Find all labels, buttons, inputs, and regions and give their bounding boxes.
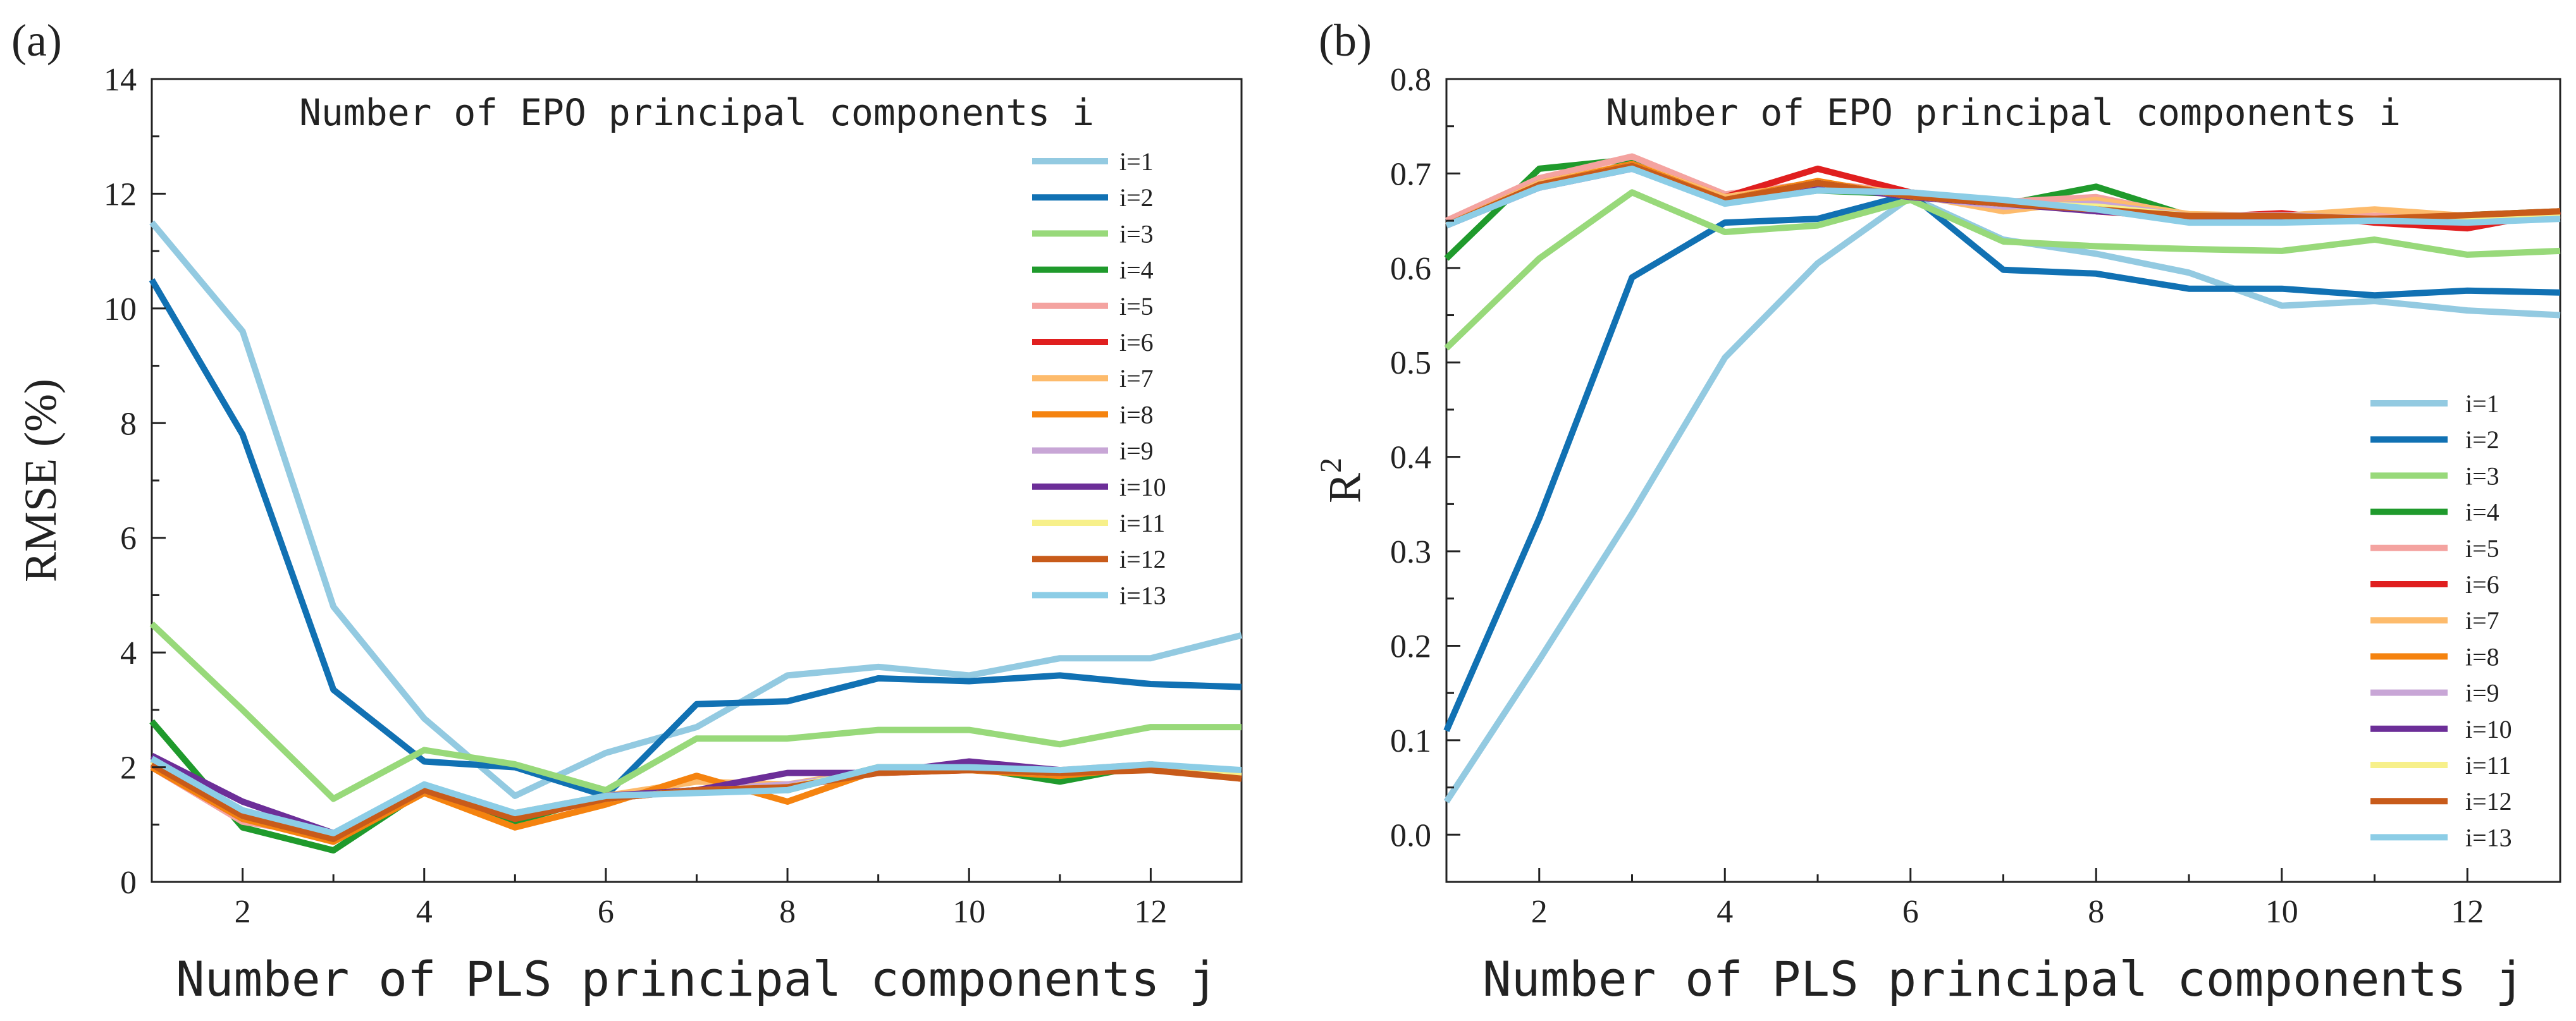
y-tick-label: 0.3 — [1390, 534, 1431, 570]
x-tick-label: 6 — [1902, 894, 1919, 930]
y-axis-label-superscript: 2 — [1314, 458, 1348, 473]
legend-label: i=11 — [2465, 751, 2511, 780]
y-tick-label: 10 — [104, 291, 137, 327]
y-tick-label: 0.1 — [1390, 723, 1431, 759]
x-axis-label: Number of PLS principal components j — [1482, 951, 2524, 1007]
panel-label: (a) — [11, 15, 62, 66]
x-tick-label: 12 — [1134, 894, 1167, 930]
chart-title: Number of EPO principal components i — [299, 91, 1094, 134]
y-tick-label: 12 — [104, 176, 137, 212]
y-tick-label: 6 — [120, 521, 137, 557]
series-group — [1443, 153, 2561, 804]
chart-title: Number of EPO principal components i — [1606, 91, 2401, 134]
x-tick-label: 12 — [2451, 894, 2484, 930]
legend-label: i=2 — [1119, 183, 1154, 212]
y-tick-label: 0.7 — [1390, 156, 1431, 192]
legend-label: i=2 — [2465, 425, 2499, 454]
legend-label: i=13 — [1119, 581, 1166, 609]
legend-label: i=3 — [1119, 219, 1154, 248]
legend-label: i=12 — [2465, 787, 2512, 816]
y-tick-label: 0.2 — [1390, 628, 1431, 664]
legend-label: i=8 — [2465, 642, 2499, 671]
legend-label: i=9 — [2465, 679, 2499, 707]
series-line-i-1 — [149, 220, 1243, 799]
legend-label: i=1 — [1119, 147, 1154, 176]
series-line-i-3 — [149, 621, 1242, 802]
series-line-i-13 — [1445, 165, 2561, 229]
legend-label: i=4 — [1119, 256, 1154, 284]
legend-label: i=9 — [1119, 437, 1154, 465]
legend-label: i=5 — [1119, 292, 1154, 321]
x-tick-label: 8 — [2088, 894, 2104, 930]
y-tick-label: 2 — [120, 750, 137, 786]
legend-label: i=4 — [2465, 498, 2499, 527]
panel-label: (b) — [1319, 15, 1372, 66]
y-tick-label: 0.6 — [1390, 251, 1431, 287]
x-tick-label: 10 — [952, 894, 985, 930]
legend-label: i=1 — [2465, 389, 2499, 418]
x-tick-label: 6 — [598, 894, 614, 930]
y-tick-label: 0.4 — [1390, 440, 1431, 476]
series-line-i-13 — [150, 755, 1242, 836]
legend: i=1 i=2 i=3 i=4 i=5 i=6 i=7 i=8 i=9 i=10 i=11 i=12 i… — [1032, 147, 1166, 609]
panel-a: (a) 2 4 6 8 10 12 0 2 4 6 8 10 12 14 Number of EPO prin… — [11, 15, 1243, 1007]
y-axis-label: R2 — [1314, 458, 1370, 503]
legend-label: i=13 — [2465, 823, 2512, 852]
legend-label: i=7 — [1119, 364, 1154, 393]
legend-label: i=10 — [2465, 715, 2512, 743]
y-tick-label: 0.5 — [1390, 345, 1431, 381]
x-tick-label: 2 — [1531, 894, 1548, 930]
panel-b: (b) 2 4 6 8 10 12 0.0 0.1 0.2 0.3 0.4 0.5 0.6 0.7 0.8 Nu… — [1314, 15, 2561, 1007]
series-line-i-3 — [1444, 189, 2561, 351]
legend: i=1 i=2 i=3 i=4 i=5 i=6 i=7 i=8 i=9 i=10 i=11 i=12 i… — [2370, 389, 2512, 852]
x-axis-label: Number of PLS principal components j — [176, 951, 1217, 1007]
legend-label: i=6 — [1119, 328, 1154, 357]
series-group — [149, 220, 1243, 854]
series-line-i-2 — [1443, 191, 2561, 732]
series-line-i-1 — [1443, 193, 2561, 804]
legend-label: i=11 — [1119, 509, 1165, 537]
legend-label: i=10 — [1119, 473, 1166, 501]
x-tick-label: 8 — [779, 894, 796, 930]
legend-label: i=7 — [2465, 606, 2499, 635]
y-tick-label: 0.0 — [1390, 817, 1431, 853]
legend-label: i=12 — [1119, 545, 1166, 573]
legend-label: i=8 — [1119, 400, 1154, 429]
y-tick-label: 8 — [120, 406, 137, 442]
series-line-i-2 — [149, 278, 1242, 799]
legend-label: i=5 — [2465, 534, 2499, 563]
y-tick-label: 0 — [120, 865, 137, 901]
x-tick-label: 10 — [2265, 894, 2298, 930]
y-axis-label: RMSE (%) — [15, 379, 66, 582]
legend-label: i=6 — [2465, 570, 2499, 599]
x-tick-label: 4 — [416, 894, 433, 930]
y-tick-label: 0.8 — [1390, 62, 1431, 98]
x-tick-label: 2 — [235, 894, 251, 930]
legend-label: i=3 — [2465, 462, 2499, 490]
x-tick-label: 4 — [1716, 894, 1733, 930]
y-tick-label: 4 — [120, 635, 137, 671]
y-tick-label: 14 — [104, 62, 137, 98]
